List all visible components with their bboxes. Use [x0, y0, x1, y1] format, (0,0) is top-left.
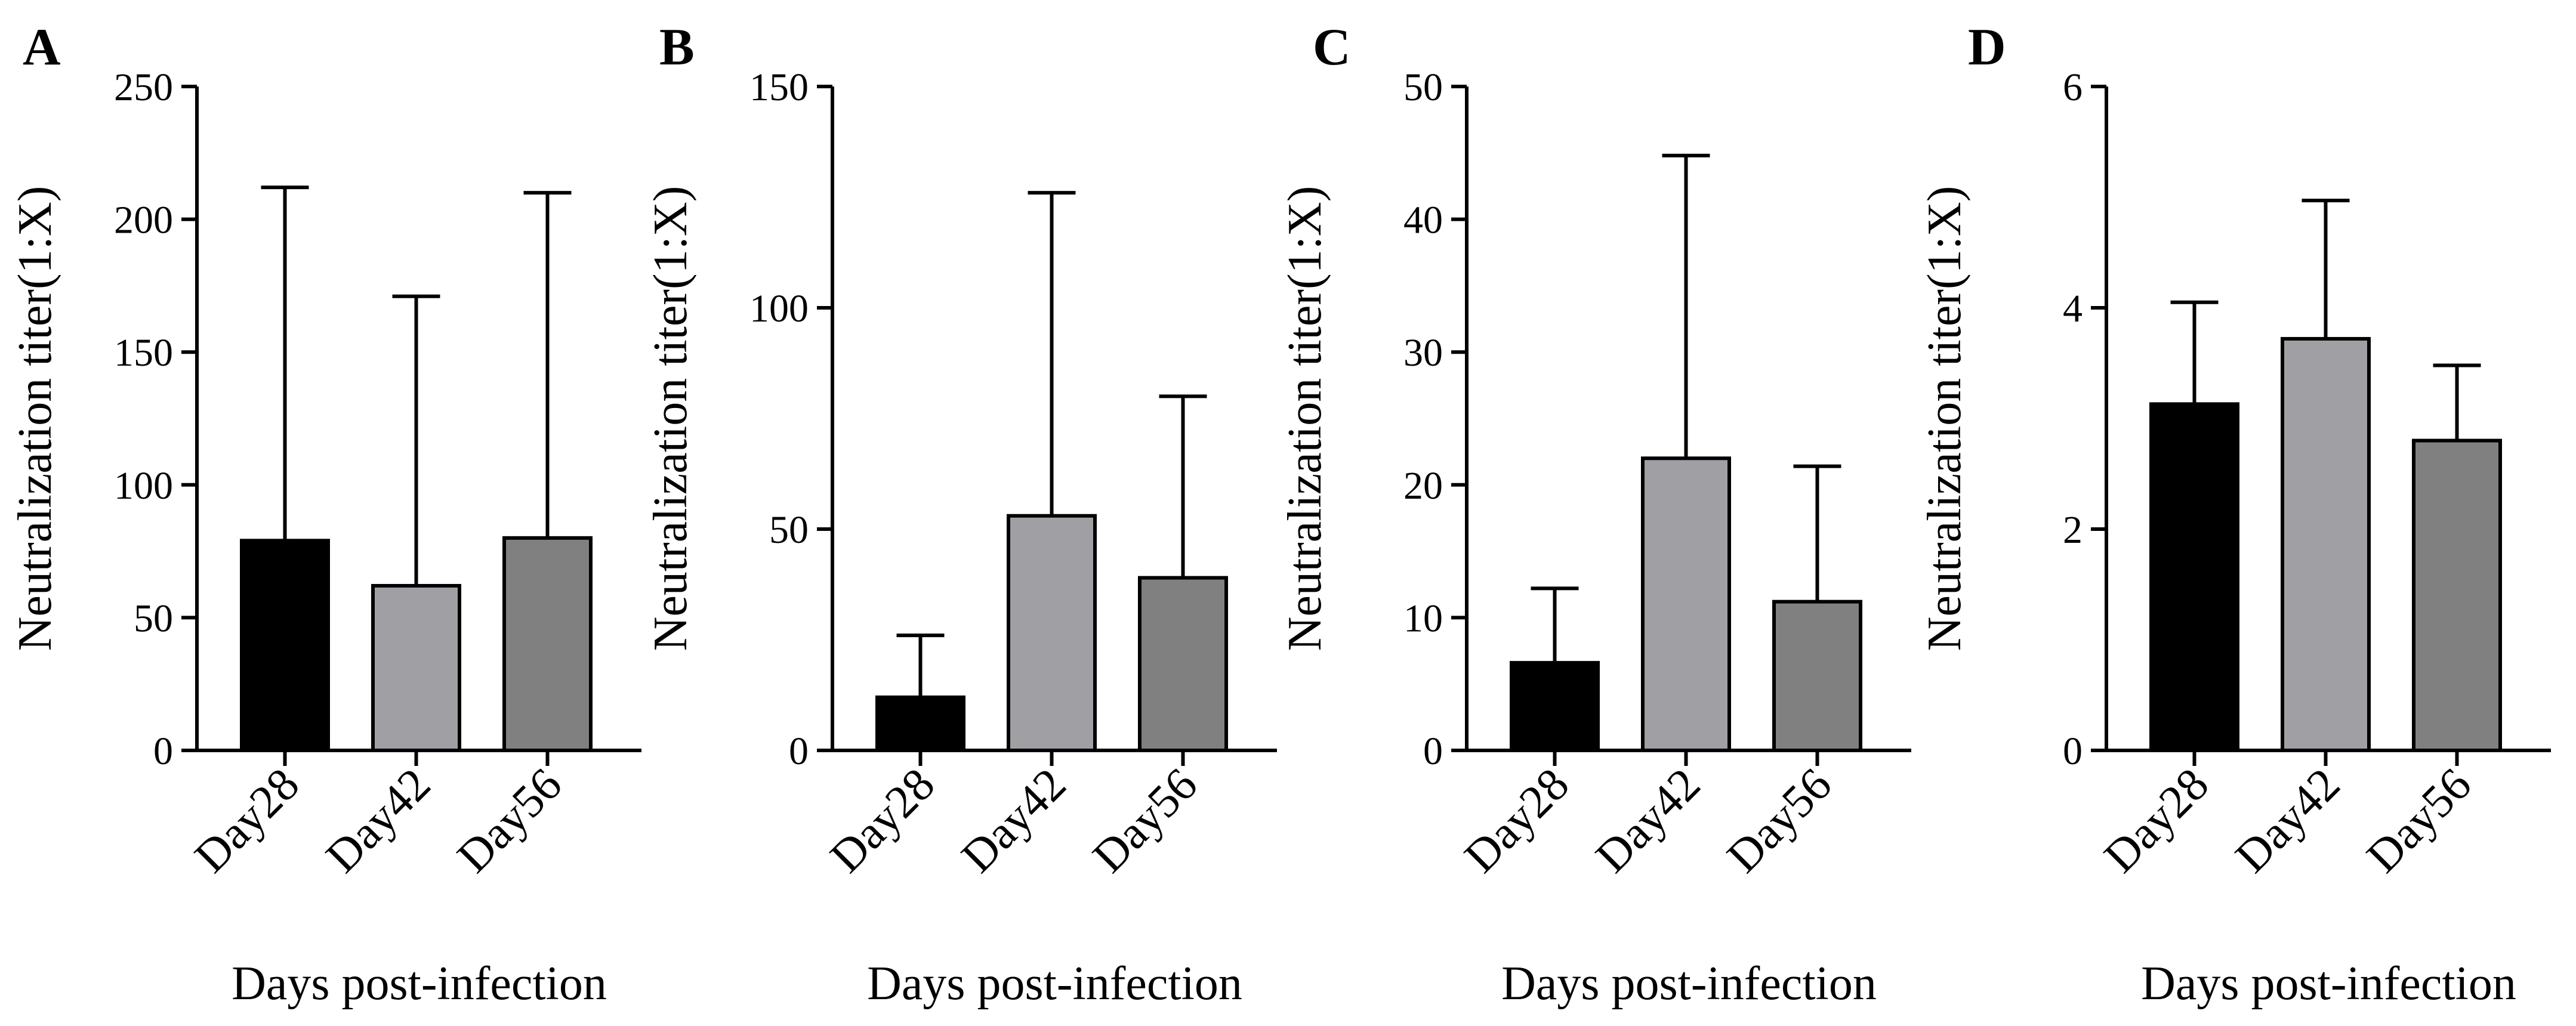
y-axis-title: Neutralization titer(1:X) [644, 186, 697, 651]
x-tick-label: Day42 [1585, 758, 1710, 883]
y-tick-label: 10 [1403, 597, 1443, 640]
y-tick-label: 4 [2063, 287, 2083, 330]
y-tick-label: 2 [2063, 508, 2083, 552]
x-tick-label: Day42 [316, 758, 440, 883]
bar-day28 [875, 695, 965, 752]
y-tick-label: 150 [749, 66, 809, 109]
bar-day56 [502, 536, 593, 753]
y-tick-label: 50 [1403, 66, 1443, 109]
x-tick-label: Day28 [184, 758, 309, 883]
y-tick-label: 250 [114, 66, 173, 109]
x-tick-label: Day28 [2094, 758, 2219, 883]
x-axis-title: Days post-infection [867, 957, 1242, 1010]
y-tick-label: 0 [1423, 730, 1443, 773]
x-tick-label: Day28 [820, 758, 945, 883]
y-tick-label: 20 [1403, 464, 1443, 508]
y-tick-label: 40 [1403, 199, 1443, 242]
y-axis-title: Neutralization titer(1:X) [1279, 186, 1331, 651]
x-axis-title: Days post-infection [1501, 957, 1877, 1010]
bar-day56 [1138, 576, 1228, 752]
y-tick-label: 6 [2063, 66, 2083, 109]
panel-label: B [659, 18, 695, 76]
y-tick-label: 100 [749, 287, 809, 330]
bar-day28 [2149, 402, 2239, 752]
bar-day28 [1510, 661, 1600, 752]
x-tick-label: Day28 [1454, 758, 1579, 883]
y-axis-title: Neutralization titer(1:X) [9, 186, 61, 651]
bar-day56 [1772, 599, 1862, 752]
panel-d: D Neutralization titer(1:X) 0 2 4 6 Day28 Day42… [1918, 18, 2551, 1010]
y-tick-label: 0 [789, 730, 809, 773]
bar-day42 [1641, 456, 1731, 753]
bar-day42 [371, 583, 461, 752]
y-tick-label: 50 [134, 597, 173, 640]
y-axis-title: Neutralization titer(1:X) [1918, 186, 1971, 651]
bar-day56 [2412, 438, 2502, 752]
x-tick-label: Day56 [447, 758, 572, 883]
panel-c: C Neutralization titer(1:X) 0 10 20 30 40 50 Day… [1279, 18, 1911, 1010]
x-axis-title: Days post-infection [2141, 957, 2516, 1010]
panel-label: D [1968, 18, 2006, 76]
y-tick-label: 200 [114, 199, 173, 242]
y-tick-label: 150 [114, 331, 173, 375]
y-tick-label: 100 [114, 464, 173, 508]
bar-day42 [1007, 514, 1097, 752]
x-tick-label: Day56 [1082, 758, 1207, 883]
panel-b: B Neutralization titer(1:X) 0 50 100 150 Day28… [644, 18, 1277, 1010]
panel-a: A Neutralization titer(1:X) 0 50 100 150 200 25… [9, 18, 641, 1010]
y-tick-label: 30 [1403, 331, 1443, 375]
x-tick-label: Day56 [1717, 758, 1841, 883]
y-tick-label: 0 [153, 730, 173, 773]
panel-label: A [23, 18, 61, 76]
panel-label: C [1313, 18, 1351, 76]
x-tick-label: Day56 [2356, 758, 2481, 883]
bar-day42 [2281, 336, 2371, 752]
x-axis-title: Days post-infection [232, 957, 607, 1010]
bar-day28 [240, 539, 330, 752]
y-tick-label: 50 [769, 508, 809, 552]
y-tick-label: 0 [2063, 730, 2083, 773]
x-tick-label: Day42 [2225, 758, 2350, 883]
x-tick-label: Day42 [951, 758, 1076, 883]
